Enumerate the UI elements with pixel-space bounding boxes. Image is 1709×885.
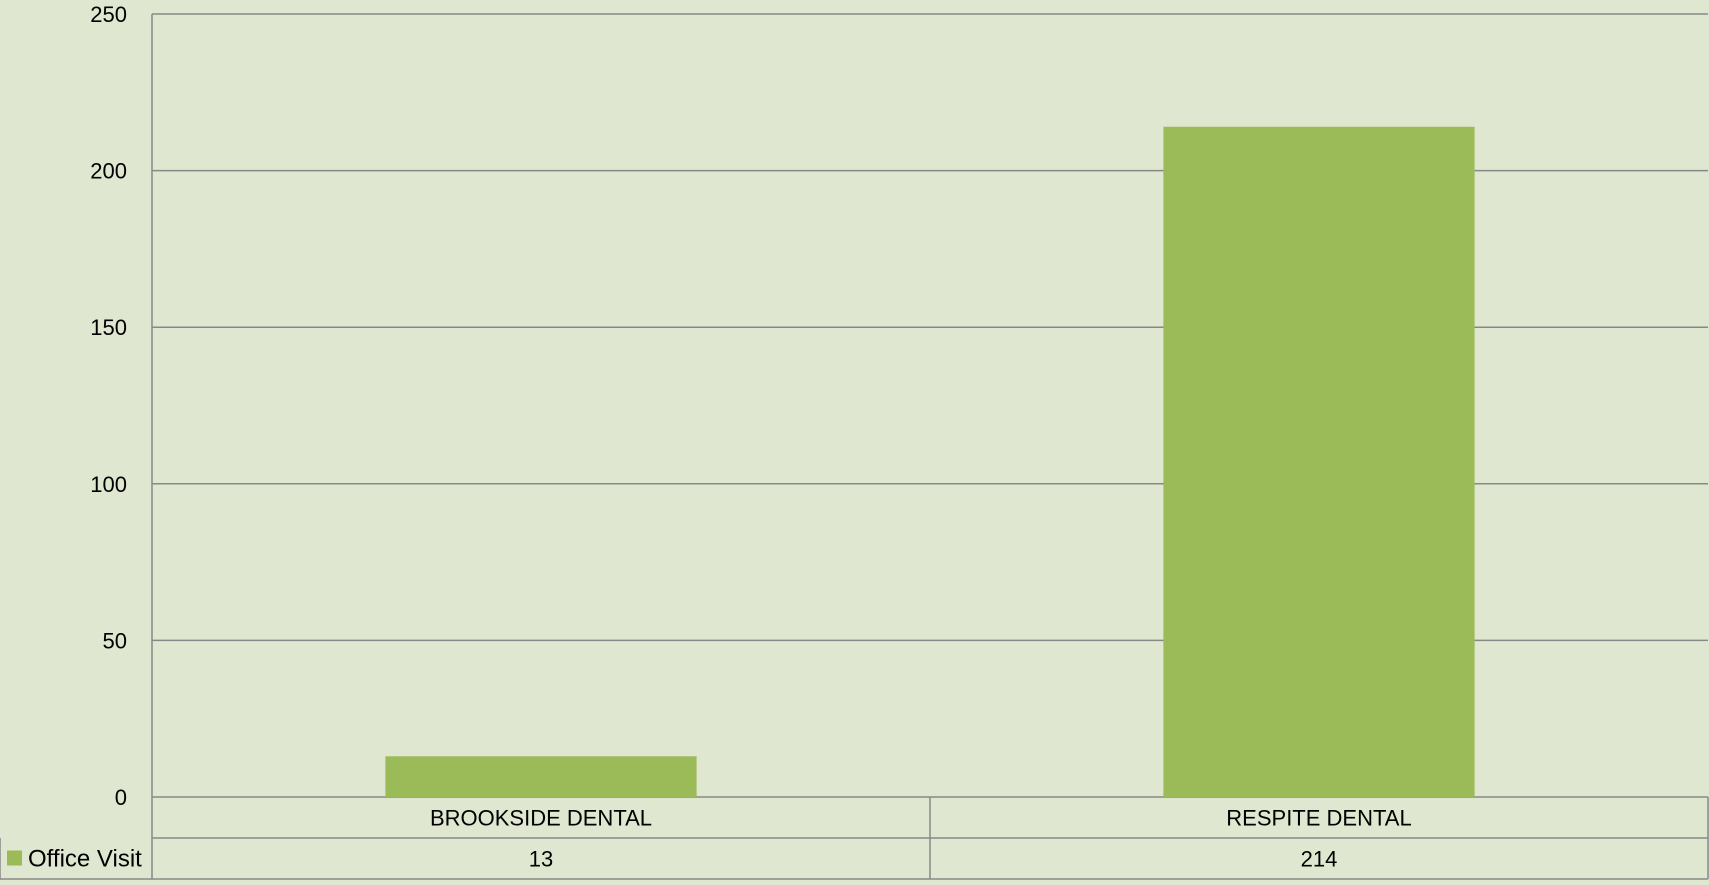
legend-series-name: Office Visit — [28, 846, 142, 873]
legend-swatch — [7, 850, 22, 866]
y-tick-label: 200 — [90, 159, 127, 184]
data-table-value: 13 — [529, 847, 553, 872]
y-tick-label: 100 — [90, 472, 127, 497]
bar — [385, 756, 697, 797]
bars — [385, 126, 1475, 797]
category-label: BROOKSIDE DENTAL — [430, 806, 652, 831]
data-table-value: 214 — [1301, 847, 1338, 872]
category-label: RESPITE DENTAL — [1226, 806, 1411, 831]
y-tick-label: 0 — [115, 785, 127, 810]
y-tick-label: 150 — [90, 315, 127, 340]
y-tick-label: 50 — [103, 628, 127, 653]
y-tick-label: 250 — [90, 2, 127, 27]
y-axis-tick-labels: 0 50 100 150 200 250 — [90, 2, 127, 810]
bar — [1163, 126, 1475, 797]
data-table: BROOKSIDE DENTAL RESPITE DENTAL Office Vis… — [0, 797, 1709, 880]
